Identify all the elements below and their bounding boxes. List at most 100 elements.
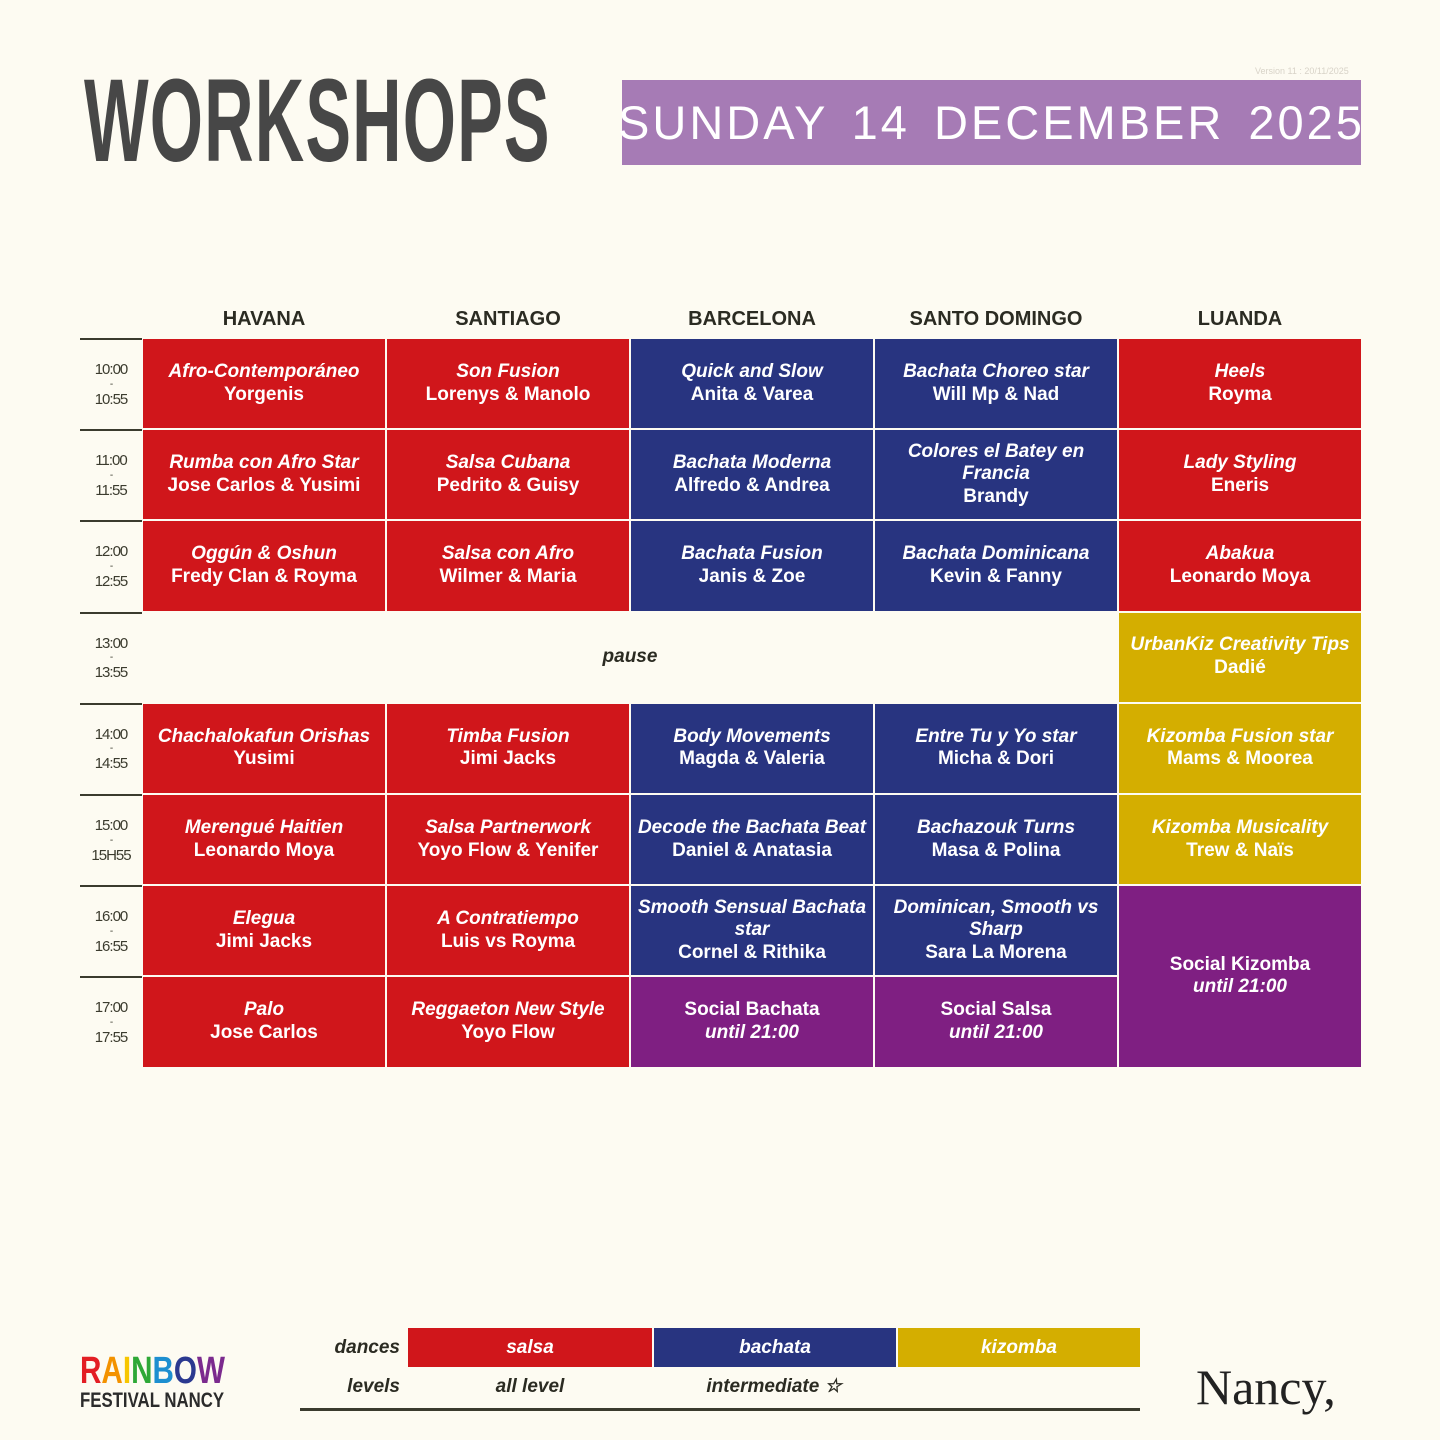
time-slot: 11:00-11:55 bbox=[80, 429, 142, 520]
room-header: HAVANA bbox=[222, 307, 306, 330]
workshop-teachers: Pedrito & Guisy bbox=[436, 474, 580, 496]
room-header: SANTIAGO bbox=[455, 307, 561, 330]
workshop-title: Elegua bbox=[232, 907, 296, 929]
date-text: SUNDAY 14 DECEMBER 2025 bbox=[618, 96, 1365, 149]
version-label: Version 11 : 20/11/2025 bbox=[1255, 66, 1349, 76]
legend-levels-row: levels all level intermediate ☆ bbox=[300, 1367, 1140, 1406]
legend-bachata: bachata bbox=[652, 1328, 896, 1367]
workshop-teachers: until 21:00 bbox=[949, 1021, 1043, 1043]
workshop-cell: UrbanKiz Creativity Tips Dadié bbox=[1118, 611, 1362, 703]
time-start: 12:00 bbox=[94, 543, 129, 561]
workshop-title: Heels bbox=[1214, 360, 1266, 382]
time-end: 14:55 bbox=[94, 755, 129, 773]
workshop-title: Afro-Contemporáneo bbox=[168, 360, 360, 382]
time-dash: - bbox=[109, 560, 114, 572]
workshop-cell: Social Bachata until 21:00 bbox=[630, 976, 874, 1068]
workshop-cell: Heels Royma bbox=[1118, 338, 1362, 430]
legend-divider bbox=[300, 1408, 1140, 1411]
room-header: LUANDA bbox=[1197, 307, 1283, 330]
workshop-cell: Dominican, Smooth vs Sharp Sara La Morena bbox=[874, 885, 1118, 977]
workshop-teachers: Jimi Jacks bbox=[459, 748, 557, 770]
time-slot: 12:00-12:55 bbox=[80, 520, 142, 611]
workshop-cell: Palo Jose Carlos bbox=[142, 976, 386, 1068]
workshop-teachers: Sara La Morena bbox=[925, 942, 1067, 964]
workshop-title: Chachalokafun Orishas bbox=[157, 725, 371, 747]
workshop-teachers: Fredy Clan & Royma bbox=[171, 565, 357, 587]
workshop-cell: Abakua Leonardo Moya bbox=[1118, 520, 1362, 612]
workshop-cell: Decode the Bachata Beat Daniel & Anatasia bbox=[630, 793, 874, 886]
workshop-title: Social Salsa bbox=[940, 999, 1052, 1021]
workshop-title: UrbanKiz Creativity Tips bbox=[1130, 634, 1350, 656]
workshop-title: Social Bachata bbox=[684, 999, 820, 1021]
workshop-cell: Bachata Fusion Janis & Zoe bbox=[630, 520, 874, 612]
festival-nancy-text: FESTIVAL NANCY bbox=[80, 1389, 225, 1412]
time-slot: 17:00-17:55 bbox=[80, 976, 142, 1067]
legend-empty bbox=[896, 1367, 1140, 1406]
workshop-title: Palo bbox=[243, 999, 285, 1021]
workshop-title: Abakua bbox=[1205, 543, 1275, 565]
workshop-cell: Bachata Choreo star Will Mp & Nad bbox=[874, 338, 1118, 430]
workshop-title: Reggaeton New Style bbox=[411, 999, 605, 1021]
time-dash: - bbox=[109, 652, 114, 664]
legend-salsa: salsa bbox=[408, 1328, 652, 1367]
workshop-teachers: Mams & Moorea bbox=[1167, 748, 1313, 770]
workshop-cell: Bachata Moderna Alfredo & Andrea bbox=[630, 429, 874, 521]
workshop-title: A Contratiempo bbox=[437, 907, 579, 929]
workshop-title: Salsa Cubana bbox=[445, 451, 571, 473]
workshop-cell: Afro-Contemporáneo Yorgenis bbox=[142, 338, 386, 430]
workshop-cell: A Contratiempo Luis vs Royma bbox=[386, 885, 630, 977]
time-start: 17:00 bbox=[94, 999, 129, 1017]
workshop-cell: Chachalokafun Orishas Yusimi bbox=[142, 702, 386, 794]
workshop-cell: Lady Styling Eneris bbox=[1118, 429, 1362, 521]
time-end: 13:55 bbox=[94, 664, 129, 682]
workshop-teachers: until 21:00 bbox=[1193, 976, 1287, 998]
workshop-cell: Kizomba Fusion star Mams & Moorea bbox=[1118, 702, 1362, 794]
workshop-title: Social Kizomba bbox=[1169, 953, 1311, 975]
time-end: 16:55 bbox=[94, 937, 129, 955]
workshop-title: Son Fusion bbox=[456, 360, 560, 382]
grid-corner bbox=[80, 300, 142, 338]
workshop-teachers: Jimi Jacks bbox=[215, 930, 313, 952]
workshop-teachers: Magda & Valeria bbox=[679, 748, 825, 770]
workshop-teachers: Anita & Varea bbox=[690, 383, 814, 405]
workshop-title: Merengué Haitien bbox=[184, 816, 344, 838]
workshop-teachers: Lorenys & Manolo bbox=[425, 383, 591, 405]
workshop-cell: Colores el Batey en Francia Brandy bbox=[874, 429, 1118, 521]
time-dash: - bbox=[109, 925, 114, 937]
workshop-cell: Salsa Cubana Pedrito & Guisy bbox=[386, 429, 630, 521]
workshop-cell: Rumba con Afro Star Jose Carlos & Yusimi bbox=[142, 429, 386, 521]
workshop-cell: Salsa con Afro Wilmer & Maria bbox=[386, 520, 630, 612]
workshop-title: Rumba con Afro Star bbox=[169, 451, 359, 473]
workshop-cell: Body Movements Magda & Valeria bbox=[630, 702, 874, 794]
time-end: 10:55 bbox=[94, 390, 129, 408]
workshop-cell: Reggaeton New Style Yoyo Flow bbox=[386, 976, 630, 1068]
time-dash: - bbox=[109, 743, 114, 755]
time-dash: - bbox=[109, 834, 114, 846]
time-start: 16:00 bbox=[94, 908, 129, 926]
legend-dances-row: dances salsa bachata kizomba bbox=[300, 1328, 1140, 1367]
room-header: SANTO DOMINGO bbox=[909, 307, 1083, 330]
time-start: 10:00 bbox=[94, 361, 129, 379]
workshop-title: Lady Styling bbox=[1183, 451, 1297, 473]
workshop-title: Bachata Choreo star bbox=[903, 360, 1089, 382]
workshop-teachers: Luis vs Royma bbox=[440, 930, 576, 952]
page-title: WORKSHOPS bbox=[84, 55, 551, 187]
workshop-cell: Merengué Haitien Leonardo Moya bbox=[142, 793, 386, 886]
workshop-teachers: Leonardo Moya bbox=[193, 839, 335, 861]
workshop-teachers: Cornel & Rithika bbox=[678, 942, 826, 964]
workshop-title: pause bbox=[602, 645, 658, 667]
workshop-title: Colores el Batey en Francia bbox=[907, 440, 1085, 485]
workshop-cell: Bachazouk Turns Masa & Polina bbox=[874, 793, 1118, 886]
workshop-cell: Social Salsa until 21:00 bbox=[874, 976, 1118, 1068]
time-dash: - bbox=[109, 1016, 114, 1028]
workshop-cell: Salsa Partnerwork Yoyo Flow & Yenifer bbox=[386, 793, 630, 886]
workshop-title: Entre Tu y Yo star bbox=[915, 725, 1077, 747]
nancy-logo: Nancy, bbox=[1196, 1359, 1336, 1415]
time-slot: 16:00-16:55 bbox=[80, 885, 142, 976]
workshop-teachers: Royma bbox=[1208, 383, 1272, 405]
workshop-teachers: Trew & Naïs bbox=[1186, 839, 1294, 861]
workshop-teachers: Leonardo Moya bbox=[1169, 565, 1311, 587]
workshop-teachers: Jose Carlos & Yusimi bbox=[167, 474, 361, 496]
workshop-cell: Bachata Dominicana Kevin & Fanny bbox=[874, 520, 1118, 612]
workshop-teachers: Brandy bbox=[963, 486, 1029, 508]
